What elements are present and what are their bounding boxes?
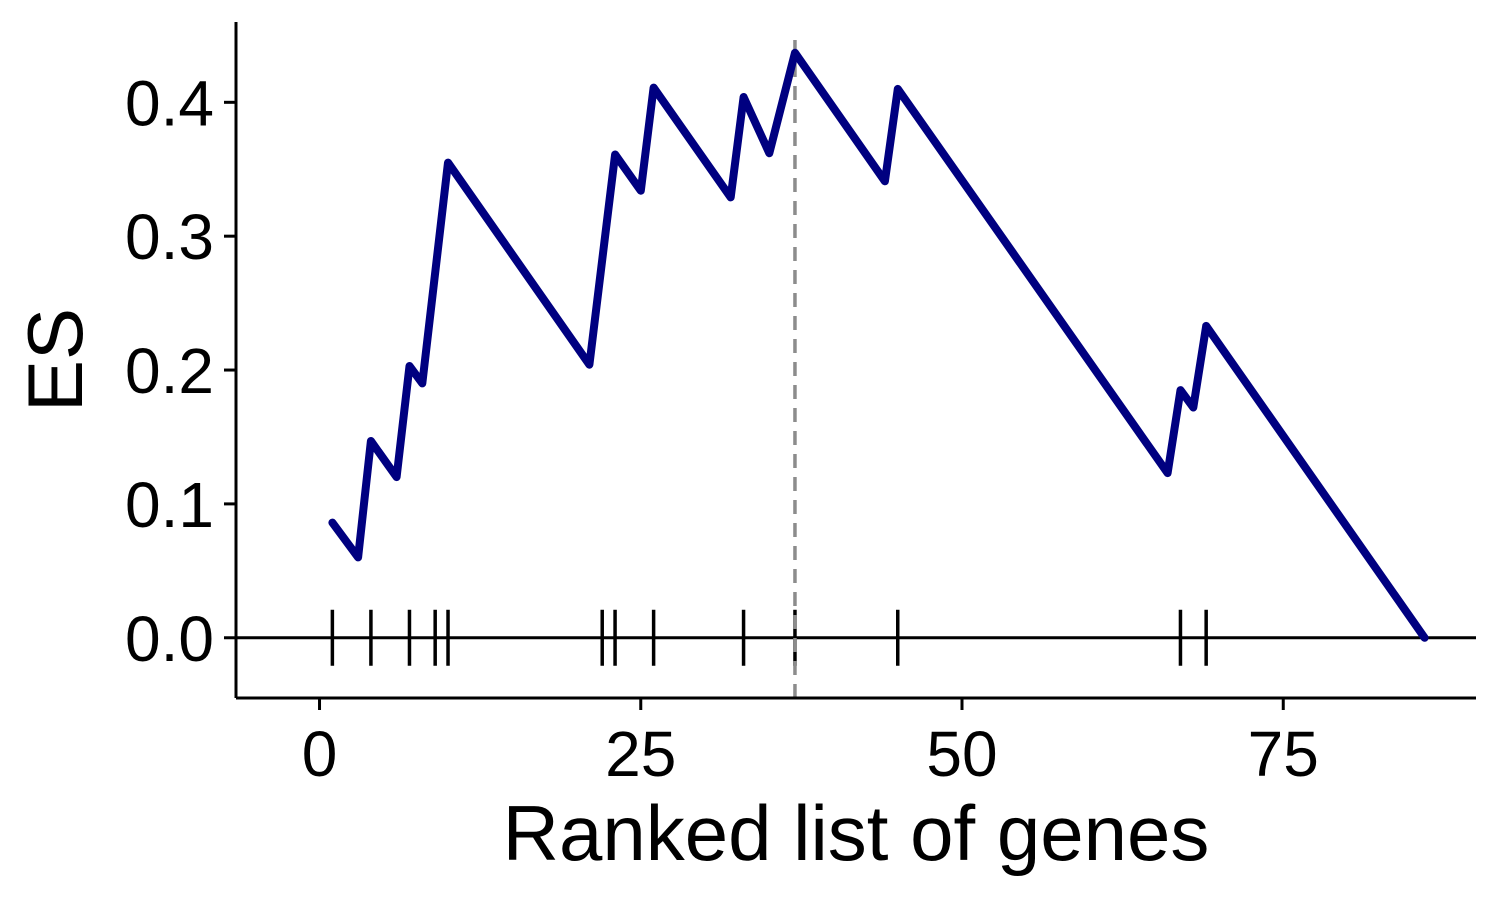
chart-axes: 0.0 0.1 0.2 0.3 0.4 0 25 50 75	[125, 22, 1476, 790]
y-tick-label: 0.0	[125, 603, 214, 675]
es-curve-line	[328, 48, 1429, 642]
y-axis-title: ES	[11, 308, 99, 412]
y-tick-label: 0.3	[125, 201, 214, 273]
y-tick-label: 0.2	[125, 335, 214, 407]
y-tick-label: 0.1	[125, 469, 214, 541]
x-axis-title: Ranked list of genes	[503, 789, 1210, 877]
x-tick-label: 0	[302, 718, 338, 790]
x-tick-label: 75	[1248, 718, 1319, 790]
x-tick-label: 25	[605, 718, 676, 790]
y-tick-label: 0.4	[125, 67, 214, 139]
chart-marks	[236, 40, 1476, 698]
x-tick-label: 50	[926, 718, 997, 790]
